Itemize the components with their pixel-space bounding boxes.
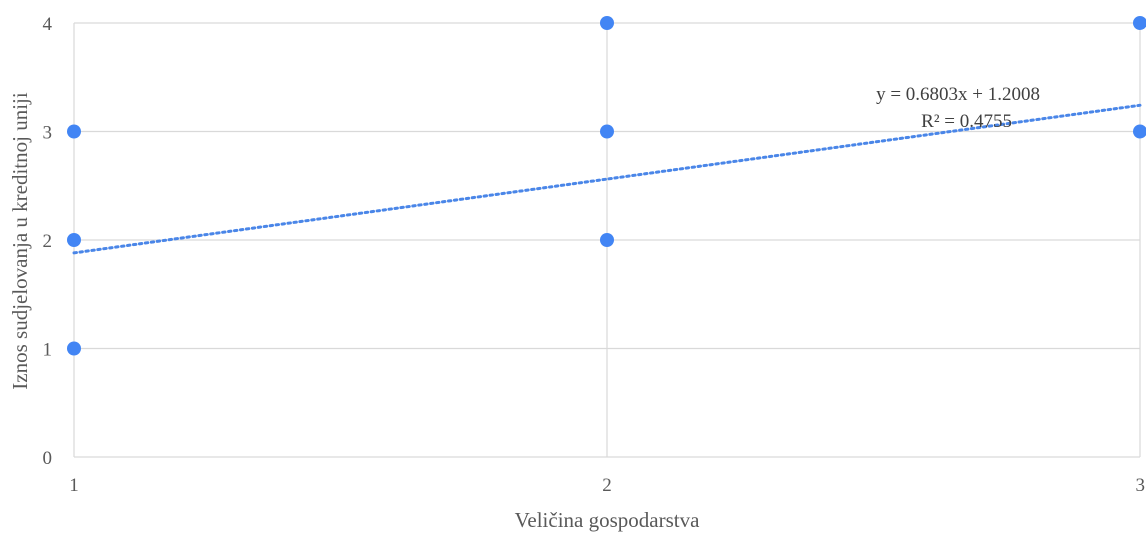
x-axis-title: Veličina gospodarstva <box>515 508 701 532</box>
data-point <box>600 233 614 247</box>
data-point <box>1133 16 1146 30</box>
trendline <box>72 103 1142 255</box>
data-point <box>67 341 81 356</box>
data-point <box>1133 124 1146 139</box>
y-tick-label: 2 <box>43 231 53 252</box>
y-tick-label: 4 <box>43 14 53 35</box>
y-axis-title: Iznos sudjelovanja u kreditnoj uniji <box>8 92 32 390</box>
y-tick-label: 3 <box>43 123 53 144</box>
x-tick-label: 3 <box>1136 475 1146 496</box>
data-point <box>600 16 614 30</box>
data-points <box>67 16 1146 356</box>
data-point <box>67 233 81 247</box>
trendline-equation: y = 0.6803x + 1.2008 <box>876 84 1040 105</box>
y-tick-labels: 0 1 2 3 4 <box>43 14 53 469</box>
y-tick-label: 0 <box>43 448 53 469</box>
x-tick-label: 2 <box>602 475 612 496</box>
data-point <box>67 124 81 139</box>
x-tick-labels: 1 2 3 <box>69 475 1145 496</box>
x-tick-label: 1 <box>69 475 79 496</box>
y-tick-label: 1 <box>43 340 53 361</box>
trendline-r-squared: R² = 0.4755 <box>921 111 1012 132</box>
data-point <box>600 124 614 139</box>
